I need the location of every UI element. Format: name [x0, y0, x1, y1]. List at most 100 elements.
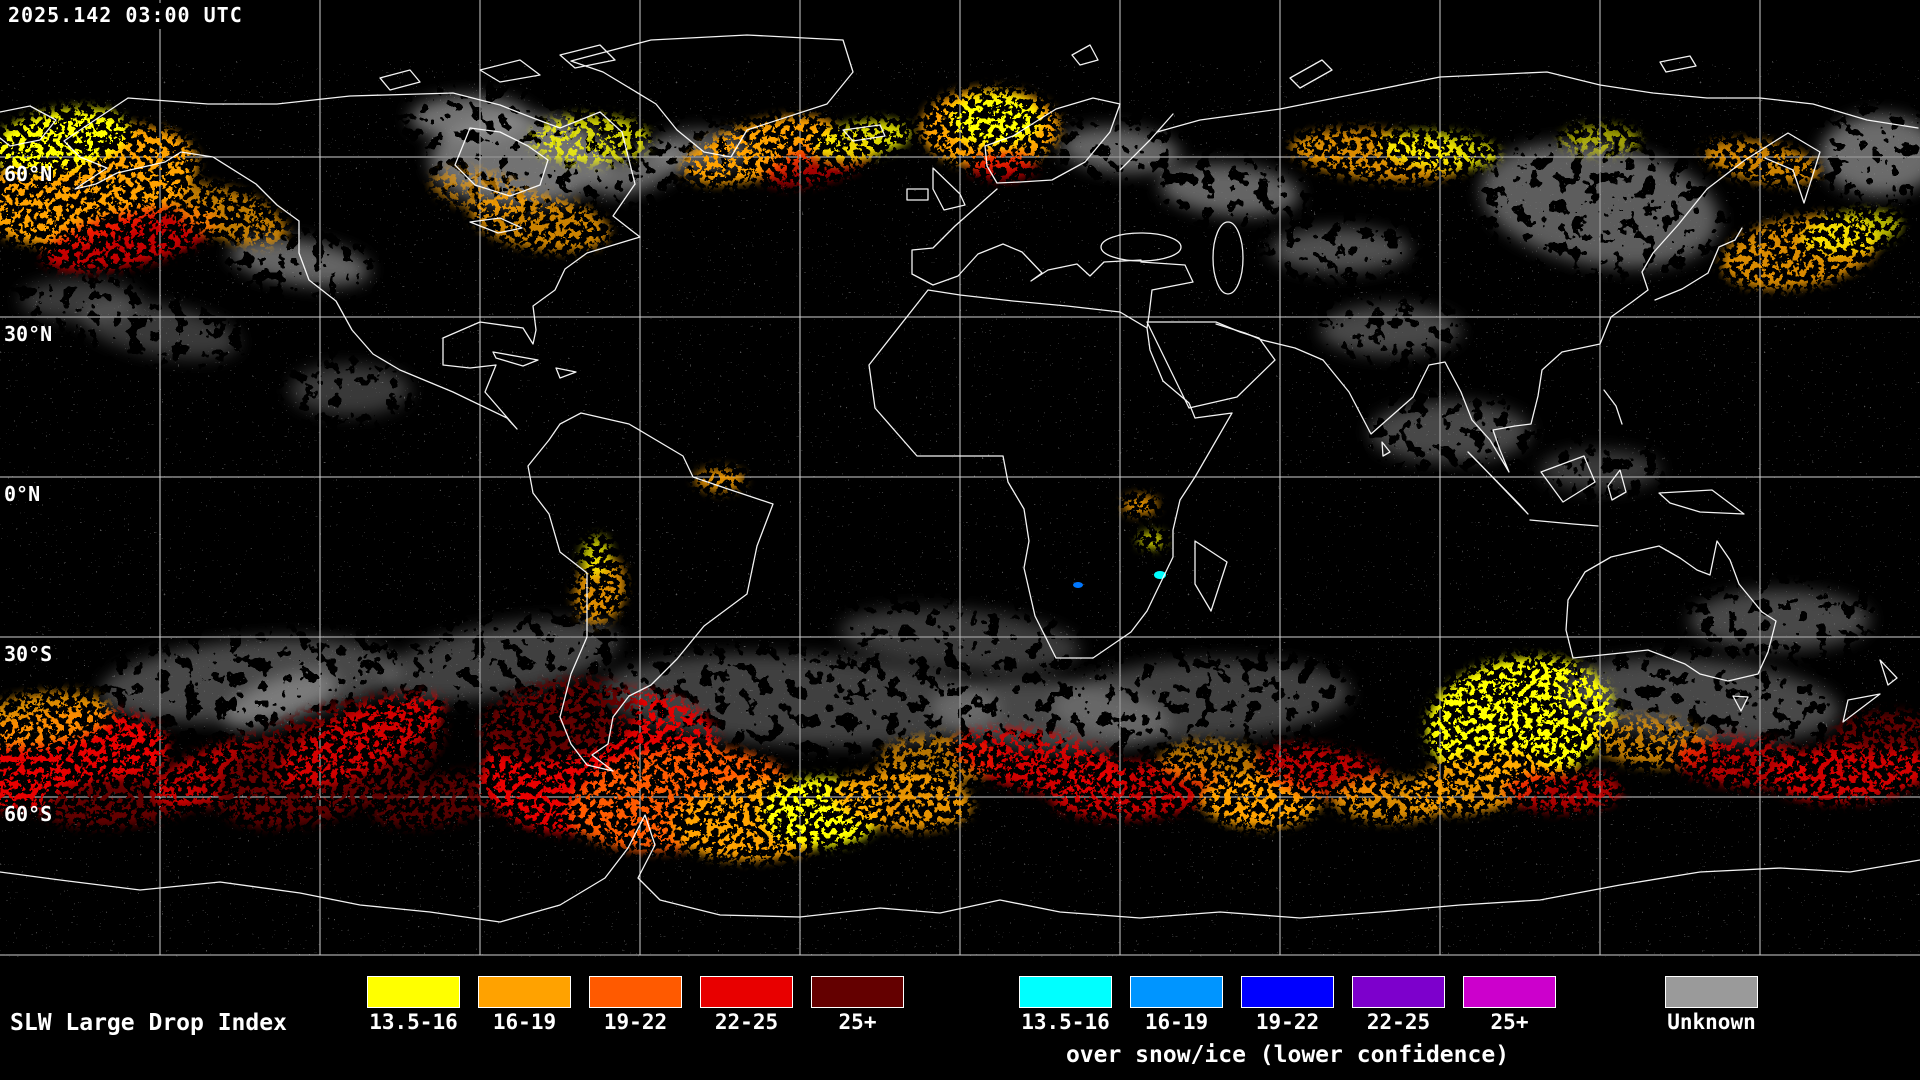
slw-index-overlay — [0, 88, 1920, 861]
coast-arctic-islands — [379, 44, 1697, 91]
coastlines — [0, 34, 1920, 923]
legend-range-label: 16-19 — [1144, 1010, 1209, 1034]
data-region — [1702, 139, 1822, 185]
data-region — [1050, 659, 1350, 741]
data-region — [41, 204, 219, 272]
coast-new-guinea — [1658, 489, 1745, 515]
data-region — [1270, 228, 1410, 272]
coast-south-america — [527, 412, 774, 772]
latitude-label: 60°S — [4, 802, 53, 826]
latitude-label: 0°N — [4, 482, 41, 506]
coast-hispaniola — [555, 367, 577, 379]
data-region — [480, 678, 640, 762]
coast-persian-gulf — [1215, 323, 1263, 341]
data-region — [580, 536, 612, 576]
coast-madagascar — [1194, 540, 1228, 612]
legend-range-label: 25+ — [838, 1010, 877, 1034]
coast-new-zealand — [1842, 659, 1898, 723]
data-region — [20, 280, 140, 320]
data-region — [1160, 740, 1260, 780]
data-region — [1820, 115, 1920, 195]
legend-range-label: 13.5-16 — [1021, 1010, 1110, 1034]
coast-caspian-sea — [1212, 221, 1244, 295]
data-region — [1540, 450, 1660, 490]
coast-ireland — [906, 188, 929, 201]
coast-cuba — [492, 351, 539, 367]
legend-range-label: 16-19 — [492, 1010, 557, 1034]
data-region — [1690, 590, 1870, 650]
data-region — [172, 183, 288, 247]
data-region — [530, 115, 650, 165]
coast-philippines — [1603, 389, 1623, 425]
legend-swatch — [1241, 976, 1334, 1008]
data-region — [1370, 402, 1530, 462]
data-region — [950, 94, 1040, 146]
coast-antarctica — [0, 814, 1920, 923]
data-region — [1425, 656, 1615, 784]
data-region — [1802, 210, 1902, 254]
coast-uk — [932, 167, 966, 211]
legend-range-label: 19-22 — [603, 1010, 668, 1034]
coast-europe-south — [911, 188, 1142, 286]
coast-greenland — [570, 34, 854, 158]
coast-japan — [1654, 227, 1743, 301]
legend-swatch — [811, 976, 904, 1008]
coast-hudson-bay — [454, 127, 549, 197]
data-region — [290, 365, 410, 415]
data-region — [81, 301, 239, 359]
legend-group-standard-labels: 13.5-16 16-19 19-22 22-25 25+ — [367, 1010, 904, 1034]
coast-iceland — [842, 124, 886, 142]
data-region — [1138, 532, 1166, 548]
data-region — [1772, 741, 1920, 803]
coast-asia-south-east — [1261, 132, 1821, 473]
coast-sri-lanka — [1381, 441, 1391, 457]
coast-java — [1529, 519, 1599, 527]
data-region — [1160, 164, 1300, 216]
legend-group-snow-ice-labels: 13.5-16 16-19 19-22 22-25 25+ — [1019, 1010, 1556, 1034]
legend-range-label: 13.5-16 — [369, 1010, 458, 1034]
world-map — [0, 0, 1920, 957]
data-region — [840, 608, 1080, 672]
coast-scandinavia — [984, 97, 1121, 184]
coast-borneo — [1540, 455, 1596, 503]
coast-sulawesi — [1607, 469, 1627, 501]
data-region — [1060, 127, 1180, 173]
data-region — [1832, 711, 1920, 753]
latitude-label: 60°N — [4, 162, 53, 186]
data-region — [1560, 125, 1640, 155]
coast-africa — [868, 289, 1233, 659]
timestamp: 2025.142 03:00 UTC — [8, 3, 247, 29]
coast-tasmania — [1732, 695, 1749, 712]
legend-title: SLW Large Drop Index — [10, 1010, 287, 1036]
data-region — [1122, 495, 1158, 515]
data-region — [0, 691, 110, 745]
coast-levant — [1140, 261, 1194, 329]
legend-range-label: 22-25 — [714, 1010, 779, 1034]
data-region — [230, 238, 370, 286]
legend-swatch — [1019, 976, 1112, 1008]
legend-subtitle: over snow/ice (lower confidence) — [1065, 1042, 1510, 1068]
data-region — [1380, 131, 1500, 169]
snow-ice-overlay-dots — [1073, 571, 1166, 588]
data-region — [279, 693, 445, 787]
data-region — [0, 108, 130, 172]
legend-range-label: 22-25 — [1366, 1010, 1431, 1034]
legend-swatch — [589, 976, 682, 1008]
coast-chukotka-wrap — [0, 105, 57, 147]
coast-russia-north — [1119, 71, 1919, 171]
coast-north-america — [63, 92, 641, 430]
latitude-label: 30°S — [4, 642, 53, 666]
legend-swatch — [700, 976, 793, 1008]
data-region — [470, 191, 610, 253]
coast-arabia — [1146, 321, 1276, 409]
coast-black-sea — [1100, 232, 1182, 262]
coast-sumatra — [1467, 451, 1529, 515]
legend-swatch — [1130, 976, 1223, 1008]
legend-swatch — [478, 976, 571, 1008]
legend-swatch — [367, 976, 460, 1008]
data-region — [100, 638, 400, 722]
latitude-label: 30°N — [4, 322, 53, 346]
data-region — [410, 96, 530, 140]
legend-group-snow-ice — [1019, 976, 1556, 1008]
